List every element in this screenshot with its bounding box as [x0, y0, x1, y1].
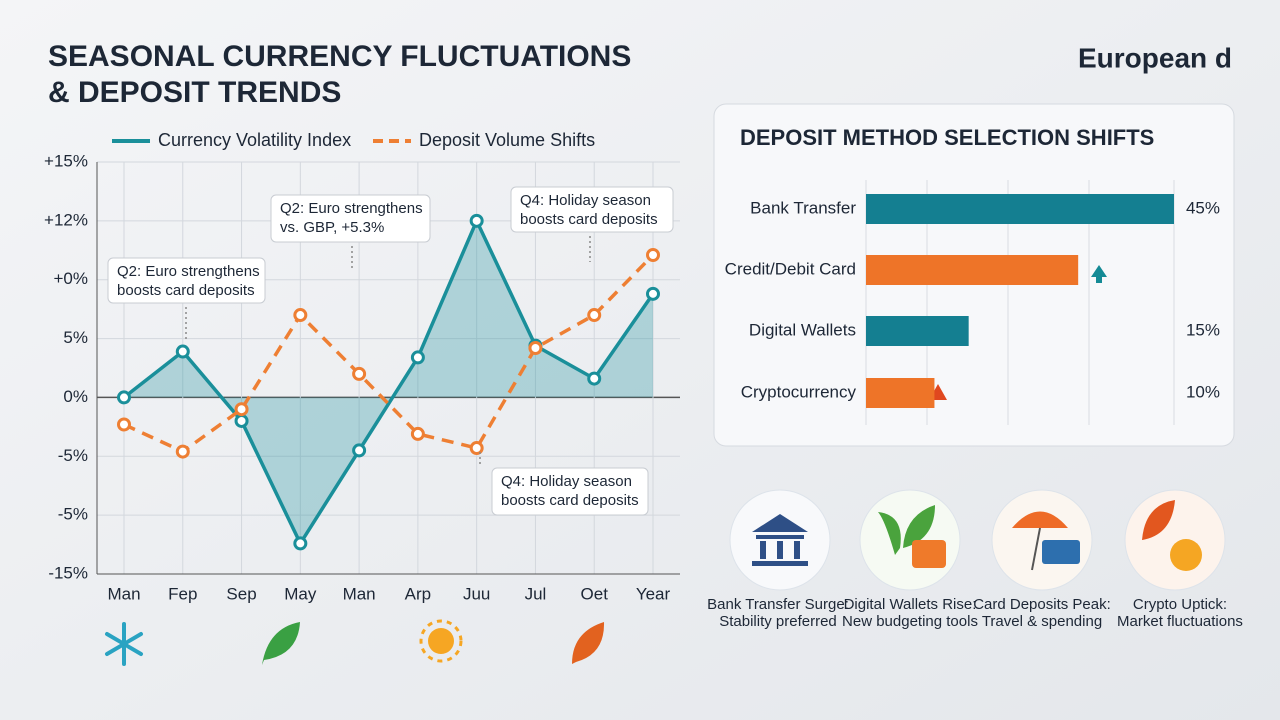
y-tick-label: -15% — [48, 563, 88, 582]
card-text: New budgeting tools — [842, 613, 978, 630]
x-tick-label: May — [284, 584, 317, 603]
bar-title: DEPOSIT METHOD SELECTION SHIFTS — [740, 125, 1154, 150]
card-title: Card Deposits Peak: — [973, 596, 1111, 613]
y-tick-label: +15% — [44, 151, 88, 170]
value-label: 10% — [1186, 382, 1220, 401]
annotation-text: Q4: Holiday season — [520, 192, 651, 209]
point — [646, 286, 660, 301]
point — [352, 366, 367, 381]
point — [410, 426, 425, 441]
x-tick-label: Year — [636, 584, 671, 603]
x-tick-label: Arp — [405, 584, 431, 603]
y-tick-label: 0% — [63, 387, 88, 406]
x-tick-label: Sep — [226, 584, 256, 603]
up-icon — [1091, 265, 1107, 283]
point — [646, 247, 660, 262]
annotation-box — [270, 194, 431, 243]
chart-title: SEASONAL CURRENCY FLUCTUATIONS — [48, 40, 631, 73]
point — [293, 308, 308, 323]
point — [352, 443, 367, 458]
annotation-text: boosts card deposits — [501, 492, 639, 509]
category-label: Bank Transfer — [750, 198, 856, 217]
card-title: Digital Wallets Rise: — [844, 596, 977, 613]
legend-label: Currency Volatility Index — [158, 130, 351, 150]
y-tick-label: +12% — [44, 210, 88, 229]
point — [234, 413, 249, 428]
card-text: Market fluctuations — [1117, 613, 1243, 630]
point — [117, 390, 131, 405]
annotation-box — [107, 257, 266, 304]
brand: European d — [1078, 42, 1232, 73]
annotation-text: Q2: Euro strengthens — [280, 200, 423, 217]
point — [410, 350, 425, 365]
bar — [866, 194, 1174, 224]
point — [587, 308, 602, 323]
x-tick-label: Jul — [525, 584, 547, 603]
x-tick-label: Fep — [168, 584, 197, 603]
point — [587, 371, 602, 386]
y-tick-label: 5% — [63, 328, 88, 347]
season-icons — [105, 619, 605, 666]
card-title: Crypto Uptick: — [1133, 596, 1227, 613]
bar — [866, 378, 935, 408]
x-tick-label: Man — [107, 584, 140, 603]
card-icons — [729, 489, 1226, 591]
value-label: 45% — [1186, 198, 1220, 217]
value-label: 15% — [1186, 320, 1220, 339]
series-area — [124, 220, 653, 544]
card-text: Travel & spending — [982, 613, 1102, 630]
y-tick-label: +0% — [54, 269, 89, 288]
category-label: Cryptocurrency — [741, 382, 857, 401]
x-tick-label: Oet — [581, 584, 609, 603]
annotation-text: vs. GBP, +5.3% — [280, 219, 384, 236]
annotation-text: Q2: Euro strengthens — [117, 263, 260, 280]
point — [175, 344, 190, 359]
series-line — [123, 253, 655, 454]
bar — [866, 316, 969, 346]
y-tick-label: -5% — [58, 505, 88, 524]
point — [175, 444, 190, 459]
annotation-box — [510, 186, 674, 233]
point — [234, 402, 249, 417]
y-tick-label: -5% — [58, 446, 88, 465]
x-tick-label: Man — [343, 584, 376, 603]
bar — [866, 255, 1079, 285]
series-line — [122, 216, 655, 548]
annotation-text: boosts card deposits — [520, 211, 658, 228]
point — [293, 536, 308, 551]
card-text: Stability preferred — [719, 613, 837, 630]
annotation-box — [491, 467, 649, 516]
annotation-text: boosts card deposits — [117, 282, 255, 299]
category-label: Digital Wallets — [749, 320, 856, 339]
point — [469, 213, 484, 228]
legend-label: Deposit Volume Shifts — [419, 130, 595, 150]
chart-title: & DEPOSIT TRENDS — [48, 76, 341, 109]
card-title: Bank Transfer Surge: — [707, 596, 849, 613]
category-label: Credit/Debit Card — [725, 259, 856, 278]
point — [528, 340, 543, 355]
point — [117, 417, 131, 432]
x-tick-label: Juu — [463, 584, 490, 603]
point — [469, 441, 484, 456]
annotation-text: Q4: Holiday season — [501, 473, 632, 490]
